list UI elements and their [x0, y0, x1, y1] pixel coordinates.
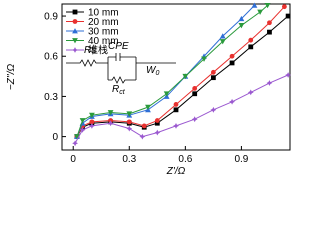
legend-marker [72, 38, 78, 44]
legend-label: 40 mm [88, 36, 119, 47]
legend-marker [72, 9, 78, 15]
data-point [163, 91, 170, 97]
data-point [238, 23, 245, 29]
data-point [210, 75, 216, 81]
legend-label: 30 mm [88, 27, 119, 38]
data-point [145, 104, 151, 111]
data-point [154, 118, 160, 123]
data-point [126, 119, 132, 125]
data-point [267, 20, 272, 26]
data-point [173, 102, 179, 107]
x-tick-label: 0.9 [234, 154, 248, 165]
plot-frame [61, 3, 291, 151]
data-point [238, 15, 245, 22]
data-point [141, 123, 147, 129]
data-point [107, 120, 114, 127]
data-point [210, 106, 217, 113]
data-point [126, 125, 133, 132]
circuit-wires [66, 53, 176, 84]
legend-marker [72, 19, 78, 24]
x-axis-label: Z'/Ω [166, 166, 186, 177]
data-point [219, 39, 226, 45]
data-point [191, 116, 198, 123]
legend-label: 堆栈 [88, 44, 108, 57]
data-point [89, 119, 95, 125]
y-tick-label: 0.6 [44, 52, 58, 63]
circuit-label: CPE [108, 41, 129, 52]
series-line [76, 6, 285, 137]
y-tick-label: 0.9 [44, 12, 58, 23]
data-point [173, 122, 179, 129]
data-point [74, 134, 80, 140]
data-point [266, 80, 273, 86]
data-point [285, 72, 292, 78]
chart: Z'/Ω −Z''/Ω Rs CPE Rct W0 0 0.3 0.6 0.9 0 0.3… [6, 2, 292, 177]
data-point [201, 56, 207, 62]
data-point [257, 9, 263, 15]
data-point [248, 37, 254, 43]
data-point [79, 127, 86, 133]
circuit-label: W0 [146, 65, 159, 77]
data-point [248, 44, 254, 50]
data-point [173, 107, 179, 113]
data-point [247, 89, 254, 96]
y-tick-label: 0 [52, 132, 58, 143]
x-tick-label: 0.6 [178, 154, 192, 165]
data-point [139, 133, 146, 140]
y-axis-label: −Z''/Ω [6, 64, 17, 91]
x-tick-label: 0 [70, 154, 76, 165]
data-point [219, 33, 226, 39]
series-line [76, 15, 289, 137]
y-tick-label: 0.3 [44, 92, 58, 103]
data-point [107, 110, 114, 116]
circuit-label: Rs [84, 45, 96, 56]
data-point [192, 85, 198, 91]
legend-label: 10 mm [88, 8, 119, 19]
data-point [264, 2, 271, 9]
legend-marker [72, 47, 78, 53]
data-point [210, 69, 216, 75]
series-line [74, 74, 289, 144]
data-point [229, 53, 235, 59]
data-point [182, 73, 189, 80]
data-point [285, 13, 291, 19]
data-point [79, 118, 86, 124]
data-point [192, 91, 198, 97]
data-point [89, 122, 95, 129]
data-point [251, 2, 258, 8]
data-point [89, 112, 95, 119]
legend-label: 20 mm [88, 17, 119, 28]
data-point [72, 140, 78, 147]
data-point [229, 60, 235, 66]
data-point [154, 129, 161, 136]
data-point [267, 29, 272, 35]
data-point [281, 4, 287, 10]
circuit [66, 53, 176, 84]
data-point [229, 98, 235, 105]
circuit-label: Rct [112, 84, 126, 96]
legend-marker [72, 28, 78, 34]
data-point [126, 111, 133, 117]
x-tick-label: 0.3 [122, 154, 136, 165]
